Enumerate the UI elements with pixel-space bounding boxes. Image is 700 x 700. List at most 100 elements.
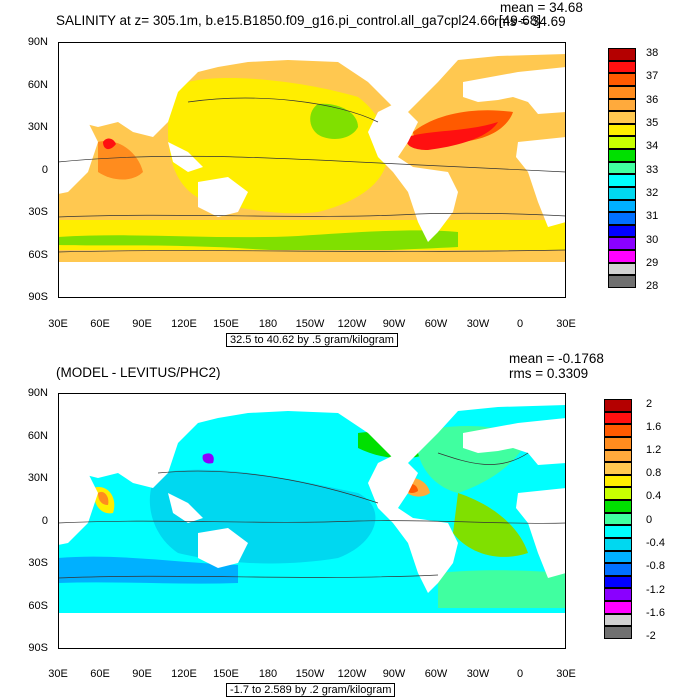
panel1-land-seasia (168, 142, 203, 172)
panel2-colorbar-label: -2 (646, 630, 656, 642)
panel2-colorbar-label: 1.6 (646, 421, 662, 433)
panel2-colorbar-label: -1.6 (646, 607, 665, 619)
panel1-colorbar-swatch (608, 250, 636, 263)
panel2-lon-label: 0 (516, 668, 524, 680)
panel1-lat-label: 90N (27, 36, 48, 48)
panel1-colorbar-swatch (608, 73, 636, 86)
panel1-colorbar-swatch (608, 174, 636, 187)
panel2-lat-label: 90N (27, 387, 48, 399)
panel1-lon-label: 150E (213, 318, 239, 330)
panel1-lat-label: 60S (28, 249, 48, 261)
panel2-lon-label: 120W (337, 668, 367, 680)
panel2-lon-label: 30W (466, 668, 490, 680)
panel1-colorbar-label: 32 (646, 187, 659, 199)
panel1-lon-label: 30W (466, 318, 490, 330)
panel1-colorbar-swatch (608, 161, 636, 175)
panel2-map (58, 393, 566, 649)
panel1-colorbar-swatch (608, 123, 636, 137)
panel1-colorbar-swatch (608, 275, 636, 288)
panel1-mean: mean = 34.68 (500, 0, 583, 15)
panel2-lon-label: 120E (171, 668, 197, 680)
panel2-colorbar-swatch (604, 613, 632, 627)
panel1-land-antarctica (58, 262, 566, 298)
panel1-lat-label: 0 (41, 164, 48, 176)
panel1-colorbar-label: 34 (646, 140, 659, 152)
panel1-land-eurasia (58, 42, 566, 137)
panel2-southern-green (438, 570, 566, 608)
panel1-land-africa (58, 117, 98, 194)
panel2-colorbar-swatch (604, 399, 632, 412)
panel2-lon-label: 60E (90, 668, 110, 680)
panel1-colorbar-swatch (608, 136, 636, 150)
panel2-colorbar-swatch (604, 575, 632, 589)
panel1-colorbar-label: 35 (646, 117, 659, 129)
panel1-colorbar-swatch (608, 262, 636, 276)
panel2-colorbar-label: 0.4 (646, 490, 662, 502)
panel2-colorbar-label: 1.2 (646, 444, 662, 456)
panel2-map-frame (58, 393, 566, 649)
panel2-land-antarctica (58, 613, 566, 649)
panel2-colorbar-swatch (604, 626, 632, 639)
panel2-lon-label: 180 (258, 668, 278, 680)
panel1-lon-label: 180 (258, 318, 278, 330)
panel2-colorbar-swatch (604, 550, 632, 564)
panel2-land-europe (463, 418, 566, 465)
panel1-colorbar-swatch (608, 60, 636, 74)
panel2-lon-label: 30E (48, 668, 68, 680)
panel2-lon-label: 150W (295, 668, 325, 680)
panel2-title: (MODEL - LEVITUS/PHC2) (56, 365, 221, 380)
panel2-land-africa-east (516, 488, 566, 578)
panel2-colorbar-swatch (604, 525, 632, 538)
panel2-land-americas (368, 453, 458, 593)
panel2-lat-label: 60N (27, 430, 48, 442)
panel1-colorbar-label: 29 (646, 257, 659, 269)
panel1-colorbar-label: 37 (646, 70, 659, 82)
panel2-lat-label: 90S (28, 642, 48, 654)
panel1-map (58, 42, 566, 298)
panel2-colorbar-swatch (604, 411, 632, 425)
panel1-lon-label: 60E (90, 318, 110, 330)
panel2-colorbar-swatch (604, 512, 632, 526)
panel1-colorbar-swatch (608, 199, 636, 213)
panel2-land-eurasia (58, 393, 566, 488)
panel1-map-frame (58, 42, 566, 298)
panel2-lon-label: 90W (382, 668, 406, 680)
panel1-lat-label: 30N (27, 121, 48, 133)
panel2-colorbar-swatch (604, 563, 632, 576)
panel1-colorbar-swatch (608, 224, 636, 238)
panel1-colorbar-label: 33 (646, 164, 659, 176)
panel2-colorbar-swatch (604, 424, 632, 437)
panel1-lat-label: 90S (28, 291, 48, 303)
panel2-lon-label: 150E (213, 668, 239, 680)
panel1-colorbar-swatch (608, 186, 636, 200)
panel1-colorbar-label: 38 (646, 47, 659, 59)
panel2-lat-label: 60S (28, 600, 48, 612)
panel1-contour-note: 32.5 to 40.62 by .5 gram/kilogram (226, 333, 398, 347)
panel1-lon-label: 0 (516, 318, 524, 330)
panel1-lon-label: 90E (132, 318, 152, 330)
panel2-colorbar-swatch (604, 474, 632, 488)
panel1-colorbar-label: 28 (646, 280, 659, 292)
panel2-colorbar-swatch (604, 436, 632, 450)
panel1-lon-label: 120E (171, 318, 197, 330)
panel1-colorbar-label: 31 (646, 210, 659, 222)
panel1-land-americas (368, 102, 458, 242)
panel1-southern-green (58, 230, 458, 252)
panel1-lat-label: 30S (28, 206, 48, 218)
panel1-lon-label: 150W (295, 318, 325, 330)
panel2-colorbar-label: 2 (646, 398, 653, 410)
panel1-lon-label: 60W (424, 318, 448, 330)
panel1-colorbar-swatch (608, 98, 636, 112)
panel1-colorbar-swatch (608, 237, 636, 251)
panel2-colorbar-swatch (604, 449, 632, 463)
panel1-indian-orange (98, 141, 143, 180)
panel2-colorbar-swatch (604, 601, 632, 614)
panel2-lon-label: 30E (556, 668, 576, 680)
panel1-lat-label: 60N (27, 79, 48, 91)
panel2-lat-label: 30N (27, 472, 48, 484)
panel2-lon-label: 90E (132, 668, 152, 680)
panel1-colorbar-swatch (608, 85, 636, 99)
panel1-colorbar-swatch (608, 48, 636, 61)
panel1-lon-label: 30E (48, 318, 68, 330)
panel1-rms: rms = 34.69 (494, 14, 566, 29)
